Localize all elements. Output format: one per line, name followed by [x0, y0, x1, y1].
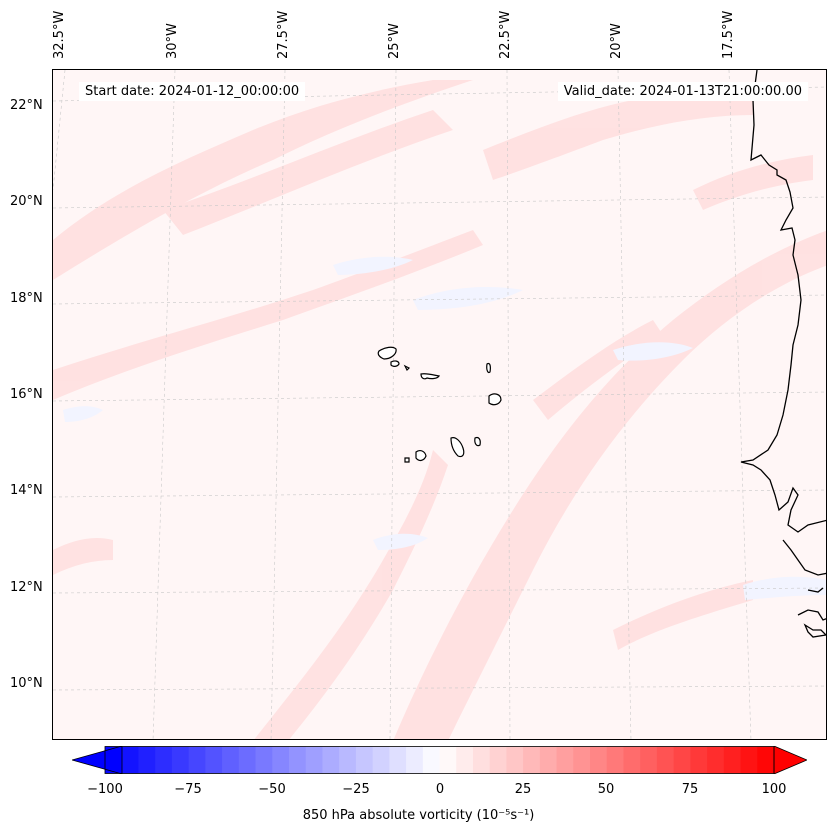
colorbar-cell	[673, 746, 691, 774]
colorbar-cell	[573, 746, 591, 774]
colorbar	[72, 746, 807, 774]
colorbar-cell	[556, 746, 574, 774]
colorbar-cell	[288, 746, 307, 774]
colorbar-cell	[539, 746, 558, 774]
colorbar-cell	[472, 746, 491, 774]
colorbar-cell	[389, 746, 407, 774]
colorbar-cell	[305, 746, 324, 774]
colorbar-cell	[171, 746, 190, 774]
colorbar-cell	[272, 746, 290, 774]
colorbar-tick-0: 0	[435, 782, 445, 797]
colorbar-cell	[656, 746, 675, 774]
colorbar-border	[104, 746, 775, 774]
colorbar-tick-100: 100	[761, 782, 787, 797]
lat-label-18n: 18°N	[10, 291, 43, 306]
colorbar-tick-minus-25: −25	[342, 782, 370, 797]
valid-date-label: Valid_date: 2024-01-13T21:00:00.00	[557, 82, 808, 101]
lon-label-20w: 20°W	[609, 23, 624, 59]
colorbar-tick-50: 50	[597, 782, 615, 797]
colorbar-tick-25: 25	[514, 782, 532, 797]
colorbar-cell	[205, 746, 223, 774]
island-santo-antao	[377, 346, 397, 360]
colorbar-cell	[757, 746, 775, 774]
colorbar-cell	[640, 746, 658, 774]
island-boa-vista	[488, 393, 502, 406]
colorbar-cell	[406, 746, 424, 774]
colorbar-cell	[188, 746, 206, 774]
map-panel[interactable]: Start date: 2024-01-12_00:00:00 Valid_da…	[52, 69, 827, 740]
colorbar-min-extension	[72, 746, 123, 774]
colorbar-cell	[740, 746, 758, 774]
lon-label-22-5w: 22.5°W	[498, 10, 513, 59]
island-sal	[486, 362, 491, 374]
vorticity-map[interactable]	[53, 70, 827, 740]
colorbar-cell	[222, 746, 240, 774]
colorbar-cell	[606, 746, 625, 774]
colorbar-cell	[339, 746, 357, 774]
colorbar-cell	[121, 746, 140, 774]
colorbar-cell	[238, 746, 257, 774]
colorbar-tick-minus-75: −75	[174, 782, 202, 797]
lon-label-27-5w: 27.5°W	[276, 10, 291, 59]
island-maio	[474, 436, 481, 447]
colorbar-cell	[523, 746, 541, 774]
colorbar-cell	[506, 746, 524, 774]
colorbar-cell	[456, 746, 474, 774]
colorbar-label: 850 hPa absolute vorticity (10⁻⁵s⁻¹)	[302, 808, 535, 823]
colorbar-cell	[489, 746, 508, 774]
cape-verde-islands	[377, 346, 502, 463]
colorbar-cell	[590, 746, 608, 774]
lat-label-10n: 10°N	[10, 676, 43, 691]
colorbar-cell	[138, 746, 156, 774]
lon-label-25w: 25°W	[387, 23, 402, 59]
colorbar-max-extension	[773, 746, 807, 774]
island-santiago	[450, 437, 465, 458]
colorbar-cell	[355, 746, 374, 774]
island-brava	[404, 457, 410, 463]
date-info-strip: Start date: 2024-01-12_00:00:00 Valid_da…	[53, 76, 826, 102]
colorbar-cell	[690, 746, 708, 774]
lat-label-22n: 22°N	[10, 98, 43, 113]
positive-vorticity-bands	[53, 80, 826, 739]
start-date-label: Start date: 2024-01-12_00:00:00	[79, 82, 306, 101]
lat-label-12n: 12°N	[10, 580, 43, 595]
lat-label-16n: 16°N	[10, 387, 43, 402]
lon-label-30w: 30°W	[165, 23, 180, 59]
colorbar-cell	[422, 746, 441, 774]
negative-vorticity-patches	[63, 256, 826, 600]
colorbar-cell	[372, 746, 390, 774]
colorbar-cell	[255, 746, 273, 774]
colorbar-cell	[707, 746, 725, 774]
island-sao-vicente	[390, 360, 400, 367]
lat-label-14n: 14°N	[10, 483, 43, 498]
lon-label-32-5w: 32.5°W	[52, 10, 67, 59]
colorbar-cell	[322, 746, 340, 774]
island-santa-luzia	[403, 364, 411, 372]
colorbar-tick-minus-50: −50	[258, 782, 286, 797]
african-coastline	[740, 70, 826, 638]
island-fogo	[415, 450, 427, 462]
colorbar-cell	[723, 746, 742, 774]
island-sao-nicolau	[420, 373, 441, 380]
colorbar-tick-minus-100: −100	[87, 782, 123, 797]
lat-label-20n: 20°N	[10, 194, 43, 209]
lon-label-17-5w: 17.5°W	[721, 10, 736, 59]
colorbar-tick-75: 75	[681, 782, 699, 797]
map-gridlines	[53, 70, 826, 739]
colorbar-cell	[155, 746, 173, 774]
colorbar-cell	[623, 746, 641, 774]
colorbar-cells	[105, 746, 775, 774]
colorbar-cell	[439, 746, 457, 774]
